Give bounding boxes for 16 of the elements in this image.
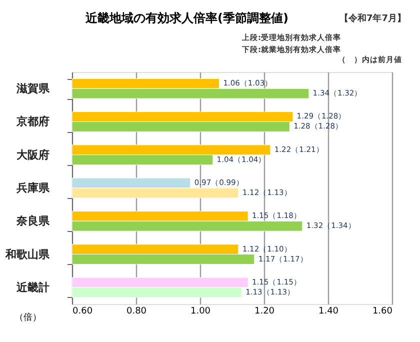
y-tick-label: 大阪府: [16, 148, 50, 162]
x-tick-label: 0.80: [126, 306, 147, 316]
x-tick-label: 1.40: [318, 306, 339, 316]
x-axis-title: （倍）: [14, 312, 42, 323]
y-tick-label: 兵庫県: [16, 182, 50, 194]
y-tick-label: 京都府: [16, 115, 50, 128]
x-tick-label: 0.60: [72, 306, 93, 316]
y-tick-label: 近畿計: [16, 280, 50, 294]
y-tick-label: 和歌山県: [4, 248, 50, 261]
chart-title: 近畿地域の有効求人倍率(季節調整値): [84, 11, 288, 25]
x-tick-label: 1.60: [372, 306, 393, 316]
x-tick-label: 1.00: [190, 306, 211, 316]
text: 【令和7年7月】: [339, 13, 406, 24]
y-tick-label: 滋賀県: [16, 82, 50, 96]
x-tick-label: 1.20: [254, 306, 275, 316]
y-tick-label: 奈良県: [16, 214, 50, 228]
